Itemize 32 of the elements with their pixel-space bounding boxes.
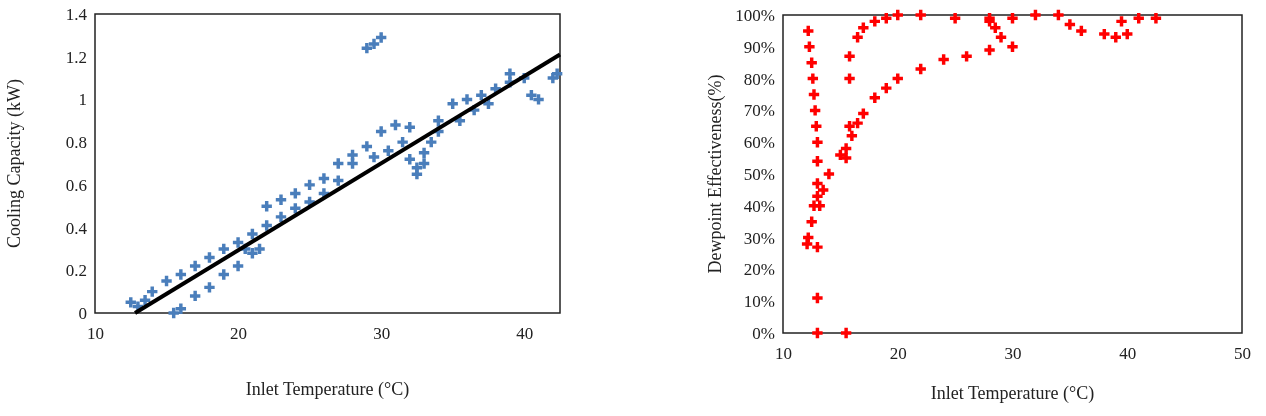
x-tick-label: 30 (1004, 344, 1022, 364)
y-tick-label: 60% (743, 133, 775, 153)
x-axis-title: Inlet Temperature (°C) (245, 379, 410, 400)
x-tick-label: 40 (1119, 344, 1137, 364)
y-tick-label: 1 (78, 90, 87, 110)
y-tick-label: 10% (743, 292, 775, 312)
y-axis-title: Cooling Capacity (kW) (4, 79, 25, 248)
y-tick-label: 20% (743, 260, 775, 280)
y-tick-label: 0.6 (65, 175, 87, 195)
y-tick-label: 0.8 (65, 133, 87, 153)
y-tick-label: 90% (743, 37, 775, 57)
x-tick-label: 10 (775, 344, 792, 364)
y-tick-label: 70% (743, 101, 775, 121)
x-tick-label: 30 (373, 324, 391, 344)
y-tick-label: 100% (735, 5, 775, 25)
x-tick-label: 50 (1234, 344, 1251, 364)
y-tick-label: 40% (743, 196, 775, 216)
x-tick-label: 10 (87, 324, 104, 344)
y-tick-label: 0.4 (65, 218, 88, 238)
y-tick-label: 50% (743, 164, 775, 184)
y-tick-label: 30% (743, 228, 775, 248)
y-tick-label: 0% (752, 323, 775, 343)
x-tick-label: 20 (230, 324, 248, 344)
x-tick-label: 40 (516, 324, 534, 344)
y-tick-label: 1.2 (65, 47, 87, 67)
y-tick-label: 1.4 (65, 4, 88, 24)
y-tick-label: 0.2 (65, 261, 87, 281)
x-axis-title: Inlet Temperature (°C) (930, 383, 1095, 404)
y-tick-label: 80% (743, 69, 775, 89)
y-tick-label: 0 (78, 303, 87, 323)
y-axis-title: Dewpoint Effectiveness(%) (705, 74, 726, 274)
x-tick-label: 20 (889, 344, 907, 364)
